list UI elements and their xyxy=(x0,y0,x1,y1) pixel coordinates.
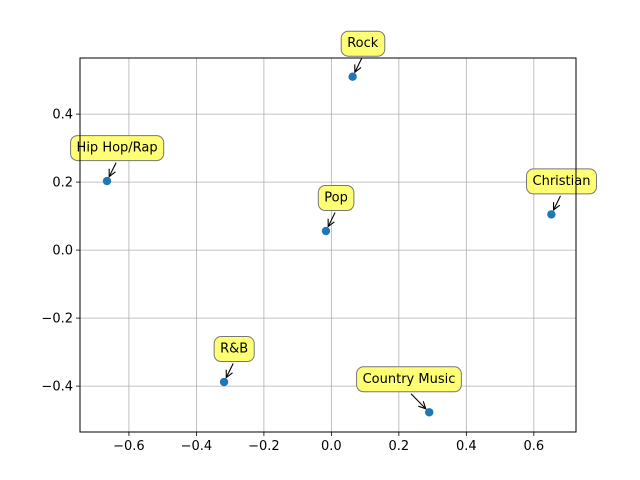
x-tick-label: −0.4 xyxy=(181,439,213,454)
arrow-head xyxy=(108,168,116,178)
annotation-box xyxy=(356,366,462,393)
arrow-head xyxy=(418,401,427,410)
annotation-label: Pop xyxy=(324,191,348,206)
x-tick-label: 0.6 xyxy=(523,439,544,454)
annotation-box xyxy=(526,168,597,195)
annotation-label: Christian xyxy=(533,174,591,189)
annotation-arrow xyxy=(108,162,117,177)
x-tick-label: −0.2 xyxy=(248,439,280,454)
arrow-head xyxy=(552,202,561,212)
annotation: Christian xyxy=(526,168,597,212)
arrow-head xyxy=(225,369,233,379)
x-tick-label: 0.2 xyxy=(389,439,410,454)
annotation-box xyxy=(340,30,386,57)
annotation: Country Music xyxy=(356,366,462,410)
arrow-head xyxy=(327,218,335,228)
data-point xyxy=(348,72,357,81)
y-tick-label: −0.2 xyxy=(41,312,73,327)
annotation: R&B xyxy=(213,336,255,379)
annotation-arrow xyxy=(354,57,363,73)
x-tick-label: −0.6 xyxy=(113,439,145,454)
annotation-box xyxy=(317,185,355,212)
y-tick-label: 0.4 xyxy=(52,108,73,123)
annotation-label: Country Music xyxy=(363,372,456,387)
annotation-arrow xyxy=(553,195,561,211)
annotation-arrow xyxy=(410,393,427,410)
data-point xyxy=(547,210,556,219)
annotation-label: R&B xyxy=(220,342,248,357)
data-point xyxy=(321,226,331,236)
annotation-label: Rock xyxy=(347,36,379,51)
x-tick-label: 0.4 xyxy=(456,439,477,454)
x-tick-label: 0.0 xyxy=(321,439,342,454)
annotation: Hip Hop/Rap xyxy=(70,135,165,178)
annotation: Rock xyxy=(340,30,386,74)
annotation-arrow xyxy=(327,212,336,227)
annotation-box xyxy=(213,336,255,363)
annotations: Rock Hip Hop/Rap Christian Pop R&B Country Mu… xyxy=(70,30,597,410)
data-point xyxy=(219,377,229,387)
grid-lines xyxy=(80,58,576,432)
annotation-label: Hip Hop/Rap xyxy=(77,141,158,156)
plot-area-frame xyxy=(79,57,577,433)
y-tick-label: 0.2 xyxy=(52,176,73,191)
data-point xyxy=(102,176,112,186)
data-points xyxy=(102,72,556,417)
y-tick-label: −0.4 xyxy=(41,380,73,395)
annotation-arrow xyxy=(225,363,234,378)
data-point xyxy=(425,408,434,417)
axis-ticks: −0.6 −0.4 −0.2 0.0 0.2 0.4 0.6 −0.4 −0.2 0.0 0.2 0.… xyxy=(41,108,544,454)
annotation: Pop xyxy=(317,185,355,228)
arrow-head xyxy=(354,64,362,74)
y-tick-label: 0.0 xyxy=(52,244,73,259)
annotation-box xyxy=(70,135,165,162)
